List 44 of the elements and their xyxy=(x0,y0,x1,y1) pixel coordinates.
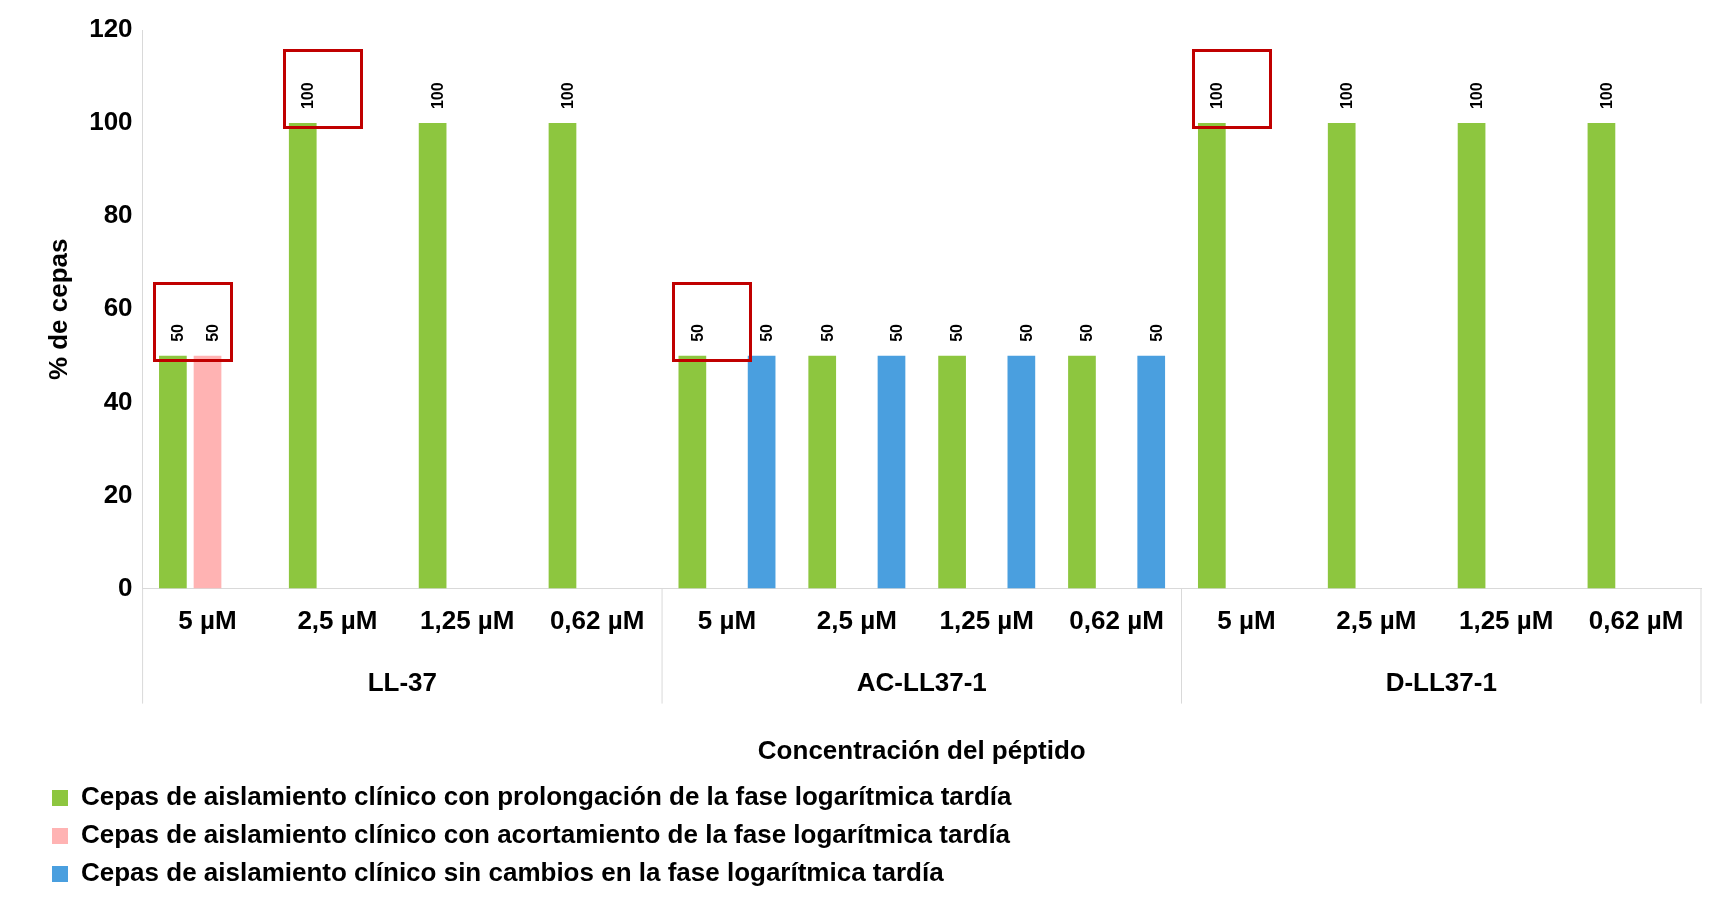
x-axis-title: Concentración del péptido xyxy=(757,734,1086,765)
data-label: 100 xyxy=(558,82,576,110)
y-tick-label: 20 xyxy=(103,478,133,509)
y-tick-label: 40 xyxy=(103,385,133,416)
x-tick-label: 1,25 µM xyxy=(1458,605,1554,636)
x-tick-label: 2,5 µM xyxy=(1336,605,1417,636)
x-tick-label: 0,62 µM xyxy=(549,605,645,636)
data-label: 100 xyxy=(1208,82,1226,110)
data-label: 50 xyxy=(1017,323,1035,342)
data-label: 100 xyxy=(1597,82,1615,110)
data-label: 50 xyxy=(758,323,776,342)
legend-label: Cepas de aislamiento clínico con prolongación de la fase logarítmica tardía xyxy=(81,781,1013,812)
x-tick-label: 5 µM xyxy=(1217,605,1276,636)
data-label: 50 xyxy=(169,323,187,342)
text: D-LL37-1 xyxy=(1385,666,1497,697)
data-label: 50 xyxy=(688,323,706,342)
data-label: 100 xyxy=(1338,82,1356,110)
y-axis-title: % de cepas xyxy=(42,238,73,381)
y-tick-label: 100 xyxy=(89,106,133,137)
x-tick-label: 0,62 µM xyxy=(1069,605,1164,636)
legend-label: Cepas de aislamiento clínico con acortamiento de la fase logarítmica tardía xyxy=(81,819,1011,850)
x-tick-label: 1,25 µM xyxy=(420,605,515,636)
x-tick-label: 0,62 µM xyxy=(1588,605,1684,636)
text: AC-LL37-1 xyxy=(856,666,987,697)
y-tick-label: 80 xyxy=(103,199,133,230)
text: LL-37 xyxy=(367,666,437,697)
x-tick-label: 2,5 µM xyxy=(816,605,897,636)
x-tick-label: 5 µM xyxy=(697,605,757,636)
x-tick-label: 2,5 µM xyxy=(297,605,378,636)
x-tick-label: 5 µM xyxy=(178,605,237,636)
data-label: 100 xyxy=(1467,82,1485,110)
data-label: 100 xyxy=(429,82,447,110)
y-tick-label: 120 xyxy=(89,13,133,44)
legend-label: Cepas de aislamiento clínico sin cambios en la fase logarítmica tardía xyxy=(81,857,945,888)
data-label: 50 xyxy=(818,323,836,342)
data-label: 50 xyxy=(1078,323,1096,342)
data-label: 50 xyxy=(887,323,905,342)
data-label: 50 xyxy=(948,323,966,342)
data-label: 50 xyxy=(203,323,221,342)
data-label: 100 xyxy=(299,82,317,110)
x-tick-label: 1,25 µM xyxy=(939,605,1034,636)
y-tick-label: 0 xyxy=(118,571,133,602)
data-label: 50 xyxy=(1147,323,1165,342)
y-tick-label: 60 xyxy=(103,292,133,323)
